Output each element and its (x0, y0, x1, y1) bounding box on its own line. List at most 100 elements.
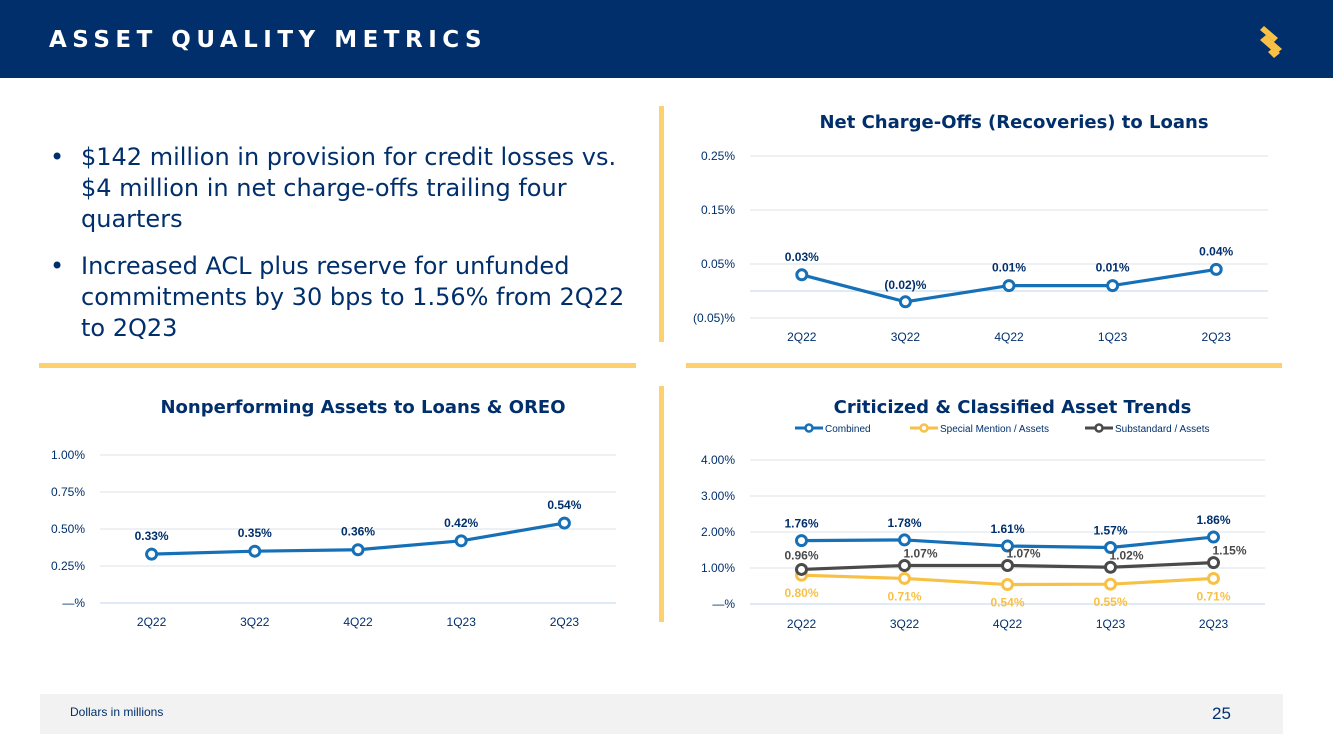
data-point (1104, 577, 1117, 591)
data-label: 0.35% (238, 526, 272, 540)
data-label: 1.02% (1109, 548, 1143, 562)
data-label: 0.54% (990, 596, 1024, 610)
data-label: 0.04% (1199, 244, 1233, 258)
x-tick-label: 2Q22 (787, 330, 817, 344)
x-tick-label: 3Q22 (891, 330, 921, 344)
divider-horizontal-right (686, 363, 1282, 368)
y-tick-label: —% (712, 597, 735, 611)
data-point (795, 534, 808, 548)
data-label: 1.76% (784, 517, 818, 531)
data-point (795, 268, 809, 282)
data-point (351, 543, 365, 557)
data-label: 0.03% (785, 250, 819, 264)
nonperforming-assets-chart: Nonperforming Assets to Loans & OREO —% 0.… (51, 397, 616, 629)
y-tick-label: (0.05)% (693, 311, 735, 325)
data-point (1001, 539, 1014, 553)
y-tick-label: 1.00% (51, 448, 85, 462)
bullet-text: Increased ACL plus reserve for unfunded … (81, 252, 625, 342)
divider-horizontal-left (39, 363, 636, 368)
criticized-classified-chart: Criticized & Classified Asset Trends Comb… (701, 397, 1265, 631)
y-tick-label: —% (62, 596, 85, 610)
data-label: 1.15% (1212, 544, 1246, 558)
data-label: 0.55% (1093, 595, 1127, 609)
data-point (795, 562, 808, 576)
data-label: 0.36% (341, 525, 375, 539)
data-label: 1.07% (903, 546, 937, 560)
page-title: ASSET QUALITY METRICS (49, 27, 488, 53)
x-tick-label: 1Q23 (1098, 330, 1128, 344)
net-charge-offs-chart: Net Charge-Offs (Recoveries) to Loans (0.… (693, 112, 1268, 344)
chart-title: Net Charge-Offs (Recoveries) to Loans (819, 112, 1208, 133)
data-label: 0.71% (1196, 589, 1230, 603)
page-number: 25 (1212, 704, 1231, 723)
y-tick-label: 0.25% (701, 149, 735, 163)
data-point (1104, 540, 1117, 554)
y-tick-label: 2.00% (701, 525, 735, 539)
data-label: 0.42% (444, 516, 478, 530)
bullet-symbol: • (50, 143, 65, 171)
key-points: • $142 million in provision for credit l… (50, 142, 640, 360)
data-label: 0.01% (1096, 261, 1130, 275)
legend-marker (1094, 423, 1104, 433)
data-point (898, 571, 911, 585)
data-label: 0.01% (992, 261, 1026, 275)
data-point (1106, 279, 1120, 293)
footer-note: Dollars in millions (70, 705, 164, 719)
data-point (1207, 530, 1220, 544)
chart-title: Nonperforming Assets to Loans & OREO (160, 397, 565, 418)
bullet-acl: • Increased ACL plus reserve for unfunde… (50, 251, 640, 344)
legend-label: Combined (825, 424, 871, 435)
data-label: 0.96% (784, 548, 818, 562)
data-point (1207, 571, 1220, 585)
y-tick-label: 0.15% (701, 203, 735, 217)
data-point (1001, 578, 1014, 592)
y-tick-label: 0.50% (51, 522, 85, 536)
data-label: 0.54% (547, 498, 581, 512)
data-label: 1.57% (1093, 523, 1127, 537)
y-tick-label: 0.05% (701, 257, 735, 271)
data-point (1001, 558, 1014, 572)
data-label: 0.80% (784, 586, 818, 600)
x-tick-label: 2Q22 (787, 617, 817, 631)
data-point (898, 295, 912, 309)
x-tick-label: 2Q23 (1202, 330, 1232, 344)
data-point (898, 533, 911, 547)
data-point (1002, 279, 1016, 293)
legend-marker (804, 423, 814, 433)
x-tick-label: 4Q22 (994, 330, 1024, 344)
data-point (898, 558, 911, 572)
legend-label: Substandard / Assets (1115, 424, 1210, 435)
header-bar: ASSET QUALITY METRICS (0, 0, 1333, 78)
data-point (1209, 262, 1223, 276)
y-tick-label: 3.00% (701, 489, 735, 503)
data-point (557, 516, 571, 530)
data-label: 1.07% (1006, 546, 1040, 560)
chart-title: Criticized & Classified Asset Trends (834, 397, 1192, 418)
y-tick-label: 0.75% (51, 485, 85, 499)
data-label: 0.71% (887, 589, 921, 603)
y-tick-label: 0.25% (51, 559, 85, 573)
data-point (454, 534, 468, 548)
x-tick-label: 4Q22 (993, 617, 1023, 631)
divider-vertical-top (659, 106, 664, 342)
footer-bar: Dollars in millions 25 (40, 694, 1283, 734)
legend-label: Special Mention / Assets (940, 424, 1049, 435)
y-tick-label: 4.00% (701, 453, 735, 467)
y-tick-label: 1.00% (701, 561, 735, 575)
data-point (1207, 556, 1220, 570)
divider-vertical-bottom (659, 386, 664, 622)
x-tick-label: 1Q23 (447, 615, 477, 629)
data-point (248, 544, 262, 558)
bullet-symbol: • (50, 252, 65, 280)
data-label: 1.61% (990, 522, 1024, 536)
data-point (1104, 560, 1117, 574)
x-tick-label: 3Q22 (890, 617, 920, 631)
data-label: 0.33% (135, 529, 169, 543)
data-label: (0.02)% (884, 278, 926, 292)
x-tick-label: 1Q23 (1096, 617, 1126, 631)
x-tick-label: 2Q22 (137, 615, 167, 629)
data-label: 1.86% (1196, 513, 1230, 527)
data-point (145, 547, 159, 561)
x-tick-label: 2Q23 (1199, 617, 1229, 631)
x-tick-label: 3Q22 (240, 615, 270, 629)
